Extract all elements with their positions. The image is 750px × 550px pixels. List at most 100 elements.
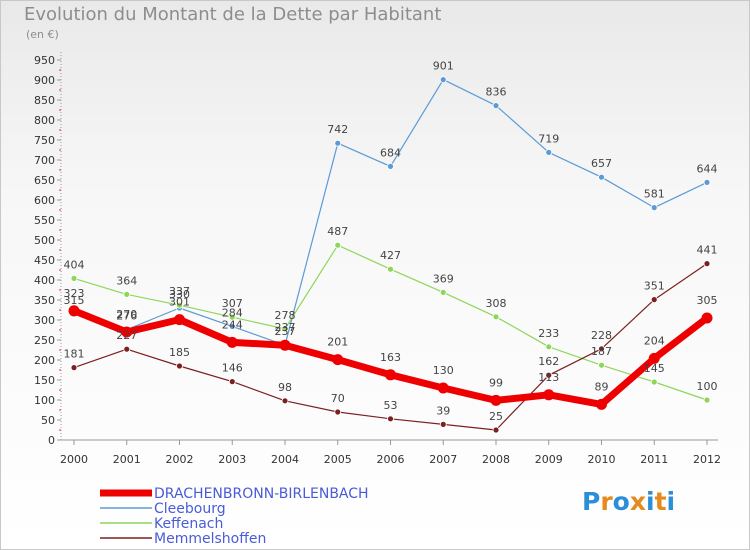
data-label: 441 bbox=[697, 244, 718, 257]
y-tick-label: 500 bbox=[34, 234, 55, 247]
data-label: 130 bbox=[433, 364, 454, 377]
x-tick-label: 2011 bbox=[640, 453, 668, 466]
data-label: 351 bbox=[644, 280, 665, 293]
data-label: 657 bbox=[591, 157, 612, 170]
y-tick-label: 300 bbox=[34, 314, 55, 327]
data-label: 181 bbox=[64, 348, 85, 361]
data-point bbox=[545, 371, 553, 379]
data-label: 719 bbox=[538, 132, 559, 145]
data-point bbox=[281, 397, 289, 405]
proxiti-logo: Proxiti bbox=[582, 487, 675, 516]
data-point bbox=[70, 364, 78, 372]
data-label: 308 bbox=[486, 297, 507, 310]
data-point bbox=[332, 354, 344, 366]
data-point bbox=[439, 76, 447, 83]
data-label: 278 bbox=[275, 309, 296, 322]
data-point bbox=[701, 312, 713, 324]
y-tick-label: 600 bbox=[34, 194, 55, 207]
data-point bbox=[174, 314, 185, 326]
y-tick-label: 250 bbox=[34, 334, 55, 347]
data-label: 404 bbox=[64, 258, 85, 271]
y-tick-label: 100 bbox=[34, 394, 55, 407]
data-label: 233 bbox=[538, 327, 559, 340]
data-point bbox=[176, 301, 183, 309]
data-point bbox=[68, 305, 80, 317]
data-point bbox=[70, 274, 78, 282]
x-tick-label: 2005 bbox=[324, 453, 352, 466]
data-point bbox=[387, 415, 394, 423]
logo-letter: i bbox=[666, 487, 676, 516]
data-label: 53 bbox=[384, 399, 398, 412]
x-tick-label: 2006 bbox=[377, 453, 405, 466]
data-label: 100 bbox=[697, 380, 718, 393]
data-label: 228 bbox=[591, 329, 612, 342]
data-point bbox=[703, 178, 711, 186]
y-tick-label: 400 bbox=[34, 274, 55, 287]
data-label: 237 bbox=[275, 325, 296, 338]
data-label: 187 bbox=[591, 345, 612, 358]
data-label: 307 bbox=[222, 297, 243, 310]
data-point bbox=[650, 204, 658, 212]
data-label: 89 bbox=[595, 380, 609, 393]
data-label: 227 bbox=[116, 329, 137, 342]
data-label: 162 bbox=[538, 355, 559, 368]
data-label: 427 bbox=[380, 249, 401, 262]
y-tick-label: 900 bbox=[34, 74, 55, 87]
data-label: 337 bbox=[169, 285, 190, 298]
y-tick-label: 200 bbox=[34, 354, 55, 367]
data-point bbox=[492, 426, 500, 434]
data-point bbox=[490, 394, 502, 406]
x-tick-label: 2002 bbox=[166, 453, 194, 466]
data-point bbox=[387, 162, 394, 170]
data-point bbox=[334, 408, 342, 416]
data-label: 581 bbox=[644, 188, 665, 201]
data-point bbox=[648, 352, 660, 364]
data-label: 25 bbox=[489, 410, 503, 423]
data-point bbox=[334, 241, 342, 249]
data-point bbox=[439, 420, 447, 428]
y-tick-label: 850 bbox=[34, 94, 55, 107]
y-tick-label: 550 bbox=[34, 214, 55, 227]
logo-letter: r bbox=[600, 487, 613, 516]
data-label: 901 bbox=[433, 60, 454, 73]
y-tick-label: 50 bbox=[41, 414, 55, 427]
data-label: 330 bbox=[169, 288, 190, 301]
data-point bbox=[228, 313, 236, 321]
data-point bbox=[228, 322, 236, 330]
x-tick-label: 2004 bbox=[271, 453, 299, 466]
data-point bbox=[279, 339, 291, 351]
legend-label: Memmelshoffen bbox=[154, 531, 266, 547]
data-label: 185 bbox=[169, 346, 190, 359]
x-tick-label: 2009 bbox=[535, 453, 563, 466]
y-tick-label: 350 bbox=[34, 294, 55, 307]
logo-letter: t bbox=[654, 487, 667, 516]
data-label: 487 bbox=[327, 225, 348, 238]
data-label: 270 bbox=[116, 308, 137, 321]
data-label: 305 bbox=[697, 294, 718, 307]
data-point bbox=[492, 313, 500, 321]
y-tick-label: 800 bbox=[34, 114, 55, 127]
data-label: 204 bbox=[644, 334, 665, 347]
data-label: 70 bbox=[331, 392, 345, 405]
data-label: 39 bbox=[436, 404, 450, 417]
x-tick-label: 2000 bbox=[60, 453, 88, 466]
logo-letter: i bbox=[646, 487, 655, 516]
legend-label: Cleebourg bbox=[154, 501, 226, 517]
x-tick-label: 2001 bbox=[113, 453, 141, 466]
y-tick-label: 450 bbox=[34, 254, 55, 267]
data-label: 244 bbox=[222, 318, 243, 331]
y-tick-label: 700 bbox=[34, 154, 55, 167]
data-label: 163 bbox=[380, 351, 401, 364]
data-label: 315 bbox=[64, 294, 85, 307]
data-label: 644 bbox=[697, 162, 718, 175]
data-point bbox=[437, 382, 449, 394]
data-point bbox=[281, 325, 289, 333]
x-tick-label: 2012 bbox=[693, 453, 721, 466]
data-point bbox=[598, 173, 605, 181]
data-label: 836 bbox=[486, 86, 507, 99]
y-tick-label: 950 bbox=[34, 54, 55, 67]
data-point bbox=[228, 378, 236, 386]
logo-letter: x bbox=[629, 487, 646, 516]
data-point bbox=[650, 378, 658, 386]
